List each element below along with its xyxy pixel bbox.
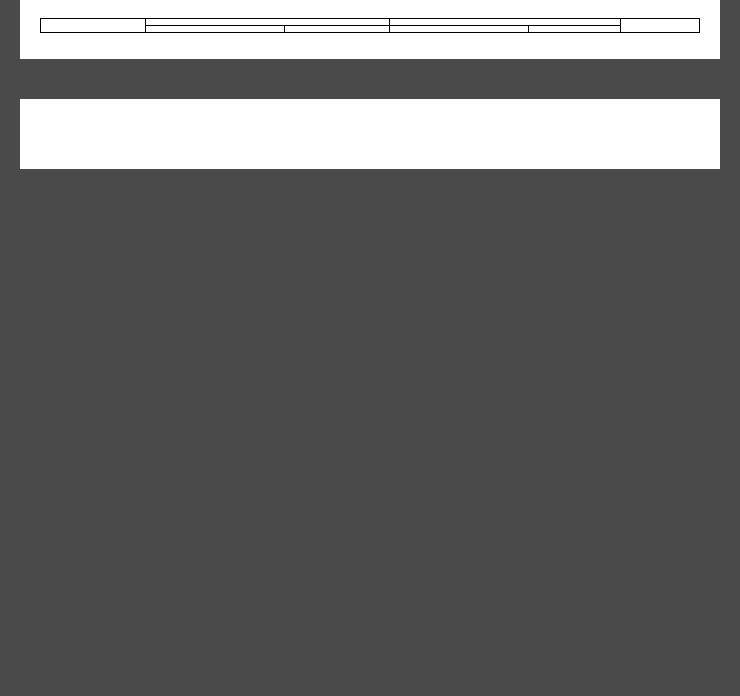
header-yoy-change	[620, 19, 699, 33]
header-prior-period	[390, 19, 621, 26]
header-amount-1	[146, 26, 284, 33]
header-pct-2	[528, 26, 620, 33]
header-amount-2	[390, 26, 528, 33]
header-row-1	[41, 19, 700, 26]
page-2	[20, 99, 720, 169]
header-current-period	[146, 19, 390, 26]
page-1	[20, 0, 720, 59]
revenue-table-top	[40, 18, 700, 33]
header-blank	[41, 19, 146, 33]
header-pct-1	[284, 26, 389, 33]
page-gap	[0, 59, 740, 99]
